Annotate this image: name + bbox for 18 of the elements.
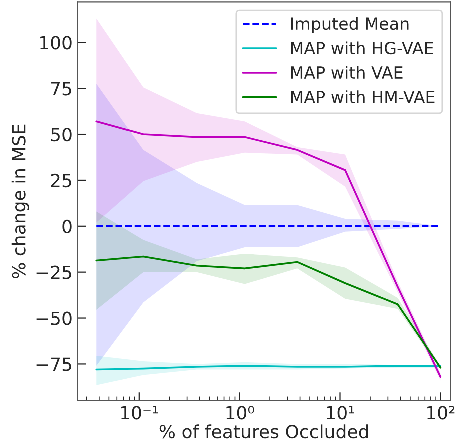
y-tick-label: 25 (51, 174, 72, 188)
y-tick-label: 0 (62, 220, 72, 234)
y-tick-label: −25 (36, 266, 72, 280)
y-tick-label: 50 (51, 128, 72, 142)
x-tick-label: 10¹ (327, 406, 354, 420)
x-tick-label: 10⁰ (226, 406, 254, 420)
x-tick-label: 10² (428, 406, 455, 420)
x-axis-title: % of features Occluded (160, 424, 368, 439)
legend-label: MAP with HG-VAE (291, 42, 434, 55)
legend-label: Imputed Mean (291, 17, 409, 34)
y-axis-title: % change in MSE (12, 124, 30, 278)
legend-label: MAP with HM-VAE (291, 90, 435, 104)
y-tick-label: 75 (52, 82, 72, 96)
y-tick-label: −75 (36, 358, 72, 372)
y-tick-label: −50 (36, 312, 72, 326)
x-tick-label: 10⁻¹ (122, 406, 158, 420)
y-tick-label: 100 (40, 36, 72, 50)
legend-label: MAP with VAE (291, 66, 403, 79)
